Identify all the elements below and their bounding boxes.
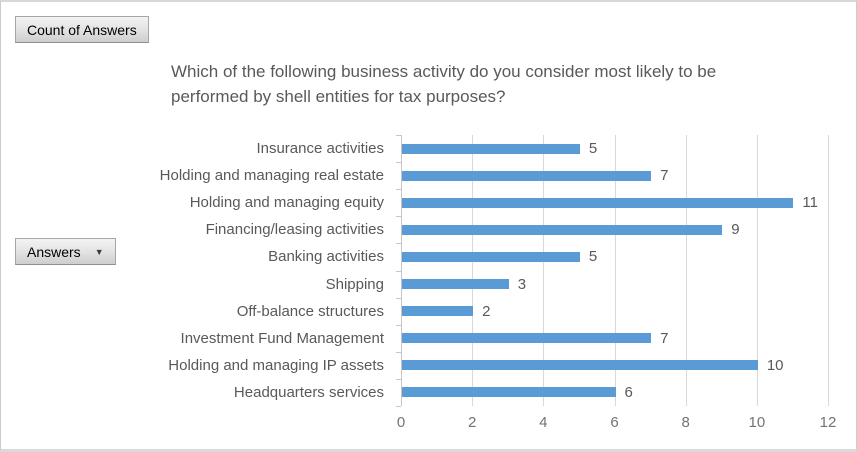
data-label: 9 — [731, 221, 740, 239]
axis-field-label: Answers — [27, 243, 81, 260]
vertical-gridline — [543, 135, 545, 406]
x-axis-tick-label: 2 — [467, 414, 477, 431]
category-axis-tick — [396, 379, 401, 380]
vertical-gridline — [828, 135, 829, 406]
data-label: 6 — [624, 383, 633, 401]
plot-area: 0 2 4 6 8 10 12 5 7 11 9 5 3 2 7 10 6 — [396, 135, 836, 431]
vertical-gridline — [756, 135, 758, 406]
vertical-gridline — [685, 135, 687, 406]
category-label: Investment Fund Management — [180, 329, 384, 347]
category-axis-tick — [396, 189, 401, 190]
bar — [402, 170, 652, 181]
category-label: Headquarters services — [233, 383, 384, 401]
x-axis-tick-label: 8 — [681, 414, 690, 431]
category-axis-tick — [396, 135, 401, 136]
bar — [402, 387, 616, 398]
bar — [402, 306, 474, 317]
x-axis-tick-label: 10 — [748, 414, 766, 431]
category-axis-tick — [396, 352, 401, 353]
category-label: Holding and managing equity — [189, 194, 384, 212]
vertical-gridline — [614, 135, 616, 406]
value-axis-labels: 0 2 4 6 8 10 12 — [397, 414, 837, 432]
data-label: 7 — [660, 167, 669, 185]
bar — [402, 333, 652, 344]
chart-title: Which of the following business activity… — [171, 59, 831, 109]
bar — [402, 360, 758, 371]
category-axis-tick — [396, 162, 401, 163]
category-axis-tick — [396, 216, 401, 217]
axis-field-dropdown-button[interactable]: Answers ▼ — [15, 238, 116, 265]
bar — [402, 251, 580, 262]
category-axis-tick — [396, 406, 401, 407]
bar — [402, 143, 580, 154]
category-axis-tick — [396, 298, 401, 299]
chart-title-line1: Which of the following business activity… — [171, 62, 717, 81]
category-label: Financing/leasing activities — [205, 221, 384, 239]
category-axis-line — [401, 135, 402, 406]
category-label: Off-balance structures — [236, 302, 384, 320]
bar — [402, 197, 794, 208]
category-label: Insurance activities — [256, 140, 384, 157]
x-axis-tick-label: 4 — [539, 414, 548, 431]
data-label: 11 — [802, 194, 818, 212]
category-label: Shipping — [325, 275, 384, 293]
category-axis-tick — [396, 271, 401, 272]
x-axis-tick-label: 12 — [819, 414, 837, 431]
category-axis-tick — [396, 325, 401, 326]
bar — [402, 279, 509, 290]
data-label: 3 — [517, 275, 527, 293]
data-label: 7 — [660, 329, 669, 347]
category-axis-labels: Insurance activities Holding and managing… — [1, 135, 393, 406]
category-label: Holding and managing real estate — [159, 167, 384, 185]
value-field-button[interactable]: Count of Answers — [15, 16, 149, 43]
bar — [402, 224, 723, 235]
data-label: 2 — [482, 302, 491, 320]
chevron-down-icon: ▼ — [94, 247, 104, 257]
category-axis-tick — [396, 243, 401, 244]
data-label: 5 — [588, 140, 598, 157]
data-label: 10 — [766, 356, 784, 374]
category-label: Holding and managing IP assets — [168, 356, 384, 374]
x-axis-tick-label: 0 — [396, 414, 406, 431]
data-label: 5 — [588, 248, 598, 266]
value-field-label: Count of Answers — [27, 21, 137, 38]
category-label: Banking activities — [268, 248, 384, 266]
x-axis-tick-label: 6 — [610, 414, 619, 431]
vertical-gridline — [472, 135, 474, 406]
chart-title-line2: performed by shell entities for tax purp… — [171, 87, 506, 106]
